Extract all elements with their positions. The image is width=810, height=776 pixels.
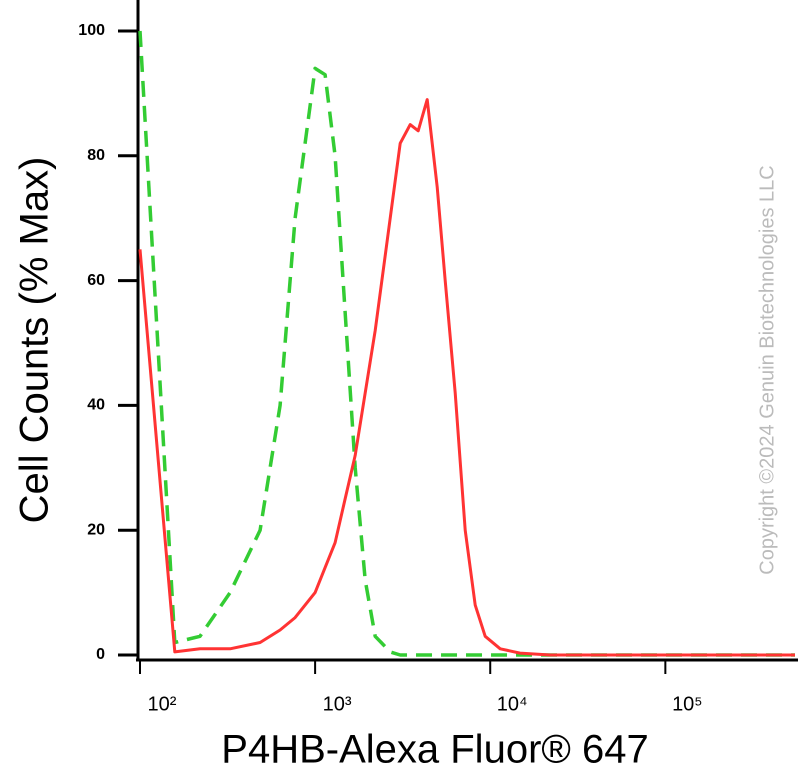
x-tick-label: 10³: [323, 693, 352, 715]
x-tick-label: 10⁴: [497, 693, 528, 715]
y-tick-label: 60: [87, 272, 105, 289]
y-tick-label: 100: [78, 22, 105, 39]
series-line: [138, 30, 795, 657]
x-axis-title: P4HB-Alexa Fluor® 647: [221, 728, 648, 772]
y-tick-label: 0: [96, 646, 105, 663]
x-tick-label: 10⁵: [672, 693, 703, 715]
y-tick-label: 40: [87, 397, 105, 414]
x-tick-label: 10²: [148, 693, 177, 715]
y-axis-title: Cell Counts (% Max): [13, 157, 57, 524]
y-tick-label: 80: [87, 147, 105, 164]
watermark: Copyright ©2024 Genuin Biotechnologies L…: [756, 165, 778, 574]
series-line: [138, 98, 795, 657]
y-tick-label: 20: [87, 521, 105, 538]
